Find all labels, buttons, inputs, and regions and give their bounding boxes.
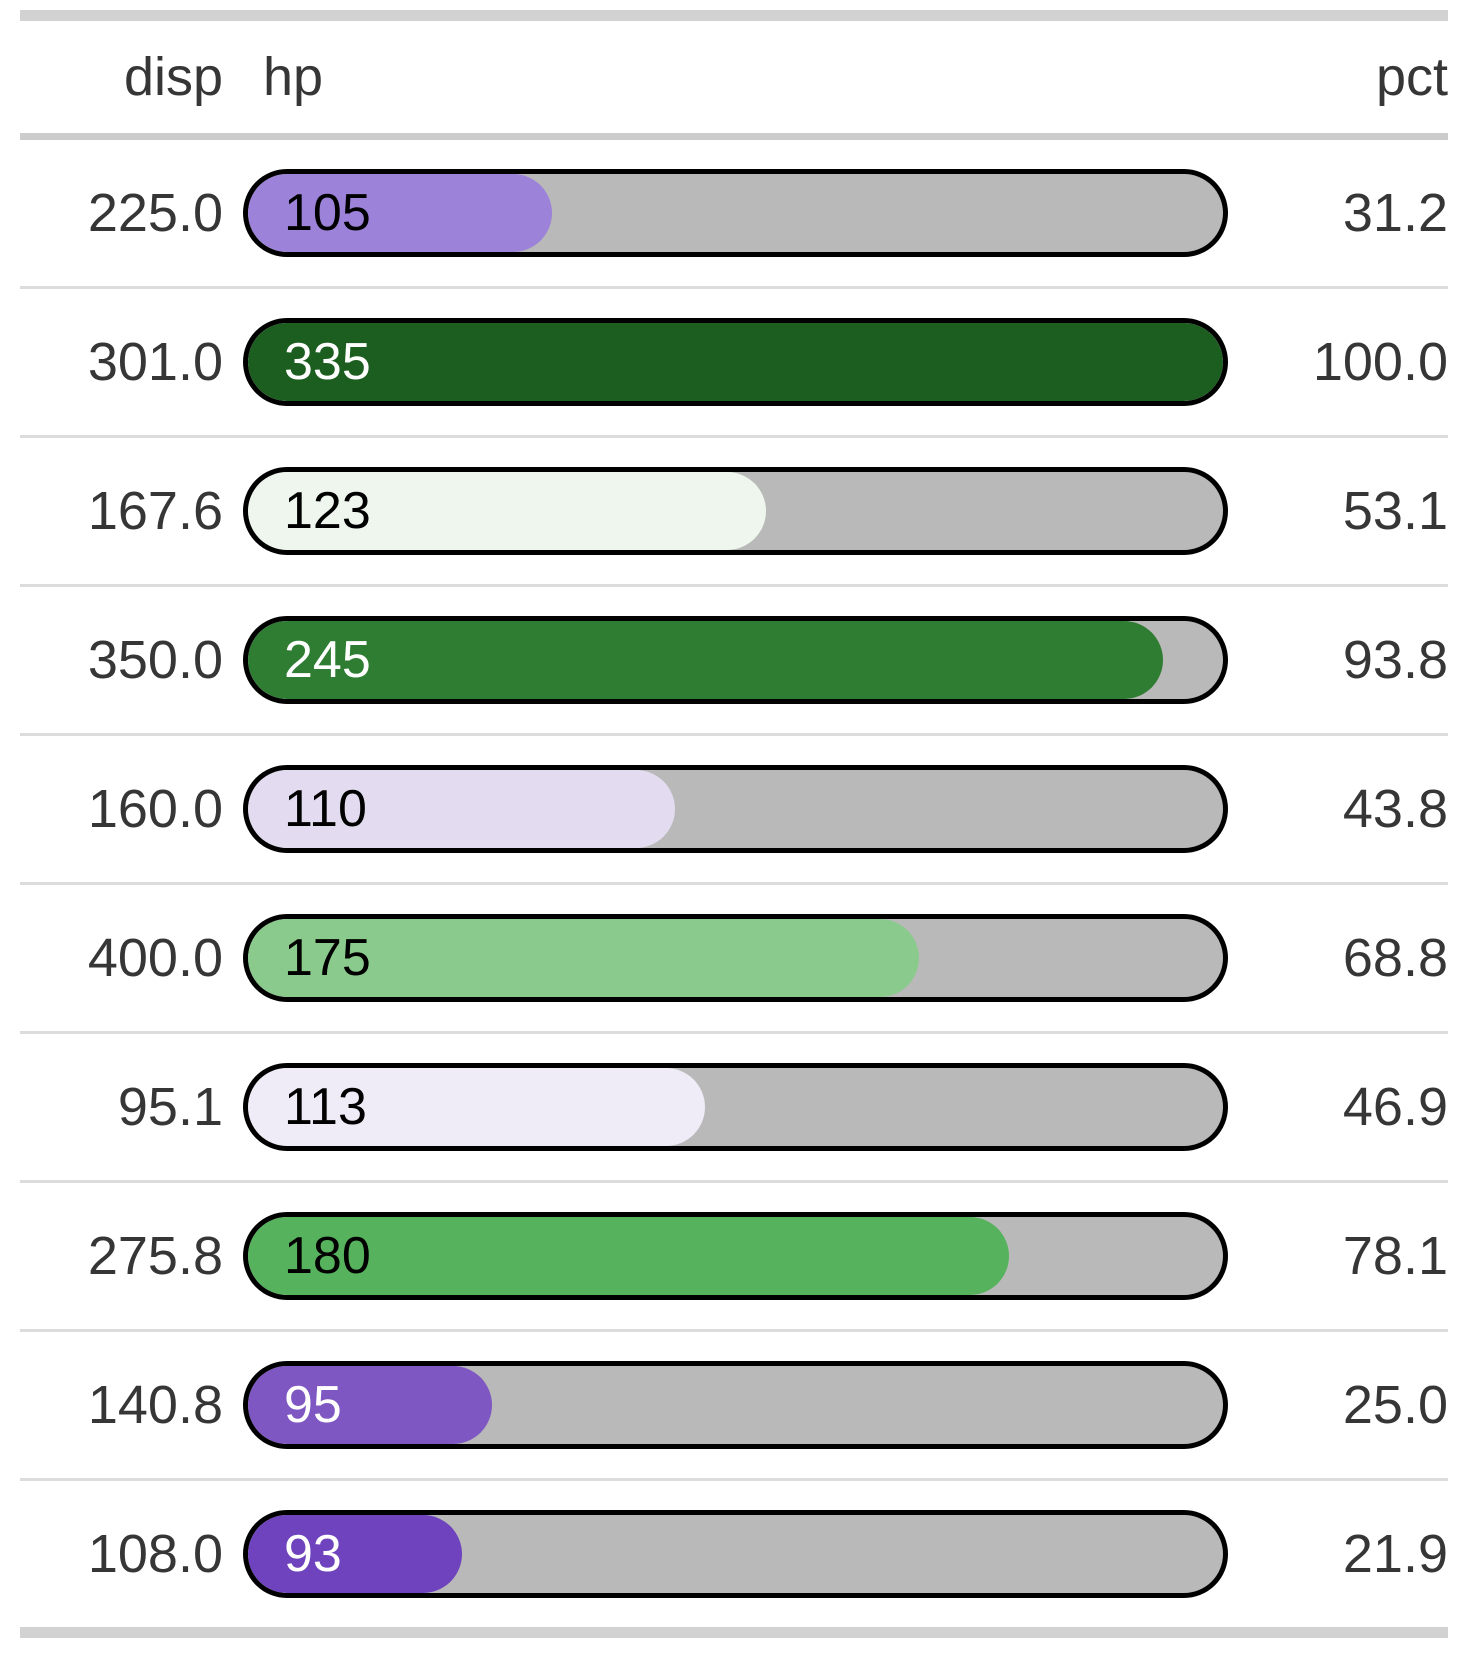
hp-value-label: 93 bbox=[284, 1525, 342, 1583]
hp-bar-fill bbox=[248, 1217, 1010, 1295]
disp-value: 275.8 bbox=[87, 1226, 223, 1286]
disp-value: 301.0 bbox=[87, 332, 223, 392]
hp-bar-cell: 93 bbox=[223, 1510, 1241, 1598]
hp-value-label: 110 bbox=[284, 780, 367, 838]
hp-bar-cell: 180 bbox=[223, 1212, 1241, 1300]
disp-value: 350.0 bbox=[87, 630, 223, 690]
hp-percentile-bar-track: 123 bbox=[243, 467, 1228, 555]
hp-value-label: 105 bbox=[284, 184, 371, 242]
table-row: 160.0 110 43.8 bbox=[20, 736, 1448, 885]
hp-value-label: 175 bbox=[284, 929, 371, 987]
pct-value: 78.1 bbox=[1342, 1226, 1448, 1286]
pct-value: 46.9 bbox=[1342, 1077, 1448, 1137]
disp-value: 400.0 bbox=[87, 928, 223, 988]
disp-value: 108.0 bbox=[87, 1524, 223, 1584]
column-header-hp: hp bbox=[263, 47, 324, 107]
hp-value-label: 113 bbox=[284, 1078, 367, 1136]
disp-value: 95.1 bbox=[117, 1077, 223, 1137]
hp-bar-cell: 113 bbox=[223, 1063, 1241, 1151]
hp-bar-cell: 95 bbox=[223, 1361, 1241, 1449]
table-row: 108.0 93 21.9 bbox=[20, 1481, 1448, 1627]
column-header-disp: disp bbox=[123, 47, 223, 107]
pct-value: 100.0 bbox=[1312, 332, 1448, 392]
hp-percentile-bar-track: 245 bbox=[243, 616, 1228, 704]
hp-value-label: 180 bbox=[284, 1227, 371, 1285]
table-row: 350.0 245 93.8 bbox=[20, 587, 1448, 736]
hp-percentile-bar-track: 93 bbox=[243, 1510, 1228, 1598]
table-row: 95.1 113 46.9 bbox=[20, 1034, 1448, 1183]
pct-value: 25.0 bbox=[1342, 1375, 1448, 1435]
hp-bar-cell: 110 bbox=[223, 765, 1241, 853]
hp-bar-cell: 175 bbox=[223, 914, 1241, 1002]
hp-bar-fill bbox=[248, 472, 766, 550]
pct-value: 53.1 bbox=[1342, 481, 1448, 541]
table-row: 301.0 335 100.0 bbox=[20, 289, 1448, 438]
pct-value: 43.8 bbox=[1342, 779, 1448, 839]
hp-bar-fill bbox=[248, 323, 1223, 401]
hp-value-label: 123 bbox=[284, 482, 371, 540]
disp-value: 225.0 bbox=[87, 183, 223, 243]
table-row: 275.8 180 78.1 bbox=[20, 1183, 1448, 1332]
hp-value-label: 95 bbox=[284, 1376, 342, 1434]
hp-bar-cell: 105 bbox=[223, 169, 1241, 257]
disp-value: 160.0 bbox=[87, 779, 223, 839]
percentile-table: disp hp pct 225.0 105 31.2 301.0 335 100… bbox=[20, 10, 1448, 1638]
hp-percentile-bar-track: 335 bbox=[243, 318, 1228, 406]
hp-bar-cell: 123 bbox=[223, 467, 1241, 555]
hp-bar-cell: 245 bbox=[223, 616, 1241, 704]
hp-bar-fill bbox=[248, 174, 553, 252]
pct-value: 93.8 bbox=[1342, 630, 1448, 690]
table-row: 400.0 175 68.8 bbox=[20, 885, 1448, 1034]
disp-value: 140.8 bbox=[87, 1375, 223, 1435]
hp-value-label: 335 bbox=[284, 333, 371, 391]
hp-value-label: 245 bbox=[284, 631, 371, 689]
hp-bar-cell: 335 bbox=[223, 318, 1241, 406]
pct-value: 68.8 bbox=[1342, 928, 1448, 988]
hp-bar-fill bbox=[248, 1515, 462, 1593]
table-body: 225.0 105 31.2 301.0 335 100.0 167.6 123… bbox=[20, 140, 1448, 1627]
hp-bar-fill bbox=[248, 621, 1163, 699]
hp-percentile-bar-track: 175 bbox=[243, 914, 1228, 1002]
column-header-pct: pct bbox=[1375, 47, 1448, 107]
disp-value: 167.6 bbox=[87, 481, 223, 541]
hp-percentile-bar-track: 110 bbox=[243, 765, 1228, 853]
table-row: 167.6 123 53.1 bbox=[20, 438, 1448, 587]
table-row: 140.8 95 25.0 bbox=[20, 1332, 1448, 1481]
table-header-row: disp hp pct bbox=[20, 21, 1448, 140]
hp-bar-fill bbox=[248, 919, 919, 997]
hp-bar-fill bbox=[248, 770, 676, 848]
pct-value: 31.2 bbox=[1342, 183, 1448, 243]
hp-percentile-bar-track: 113 bbox=[243, 1063, 1228, 1151]
table-row: 225.0 105 31.2 bbox=[20, 140, 1448, 289]
hp-percentile-bar-track: 180 bbox=[243, 1212, 1228, 1300]
pct-value: 21.9 bbox=[1342, 1524, 1448, 1584]
hp-percentile-bar-track: 105 bbox=[243, 169, 1228, 257]
hp-bar-fill bbox=[248, 1366, 492, 1444]
hp-percentile-bar-track: 95 bbox=[243, 1361, 1228, 1449]
hp-bar-fill bbox=[248, 1068, 706, 1146]
